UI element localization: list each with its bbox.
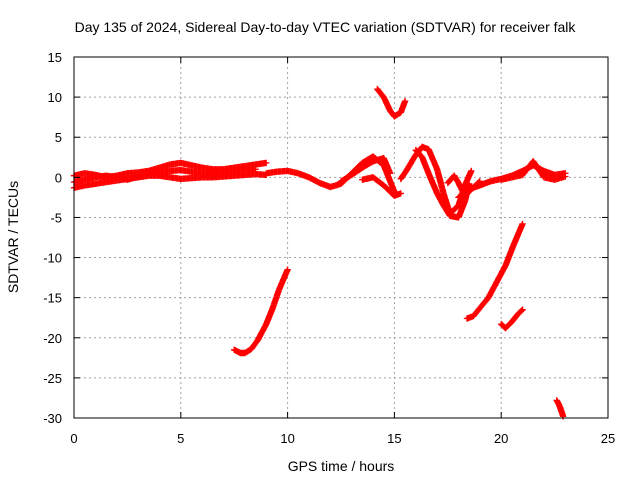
series-segment-20-23	[498, 158, 569, 183]
y-tick-label: -20	[43, 331, 62, 346]
y-tick-label: -5	[50, 210, 62, 225]
chart-title: Day 135 of 2024, Sidereal Day-to-day VTE…	[75, 19, 577, 35]
y-tick-label: 5	[55, 130, 62, 145]
y-tick-label: 10	[48, 90, 62, 105]
series-segment-12-15	[337, 154, 394, 185]
y-tick-label: -25	[43, 371, 62, 386]
x-axis-title: GPS time / hours	[288, 458, 395, 474]
series-line-20-21	[498, 306, 526, 332]
data-point-markers	[498, 158, 569, 183]
data-point-markers	[498, 306, 526, 332]
data-point-markers	[374, 85, 409, 120]
x-tick-label: 15	[387, 431, 401, 446]
tick-layer: 0 5 10 15 20 25 -30 -25 -20 -15 -10 -5 0 5 10 15	[43, 50, 615, 446]
data-point-markers	[231, 266, 291, 357]
y-axis-title: SDTVAR / TECUs	[5, 181, 21, 293]
y-tick-label: -10	[43, 251, 62, 266]
y-tick-label: 0	[55, 170, 62, 185]
data-point-markers	[553, 397, 567, 420]
x-tick-label: 5	[177, 431, 184, 446]
series-bump-14-15	[374, 85, 409, 120]
series-segment-14-15	[359, 174, 404, 199]
series-tail-22-23	[553, 397, 567, 420]
series-arc-7-10	[231, 266, 291, 357]
y-tick-label: -15	[43, 291, 62, 306]
x-tick-label: 10	[280, 431, 294, 446]
x-tick-label: 0	[70, 431, 77, 446]
data-point-markers	[337, 154, 394, 185]
data-point-markers	[463, 220, 526, 322]
plot-frame	[73, 56, 609, 419]
y-tick-label: -30	[43, 411, 62, 426]
series-line-18-21	[463, 220, 526, 322]
x-tick-label: 20	[494, 431, 508, 446]
x-tick-label: 25	[601, 431, 615, 446]
y-tick-label: 15	[48, 50, 62, 65]
data-point-markers	[359, 174, 404, 199]
